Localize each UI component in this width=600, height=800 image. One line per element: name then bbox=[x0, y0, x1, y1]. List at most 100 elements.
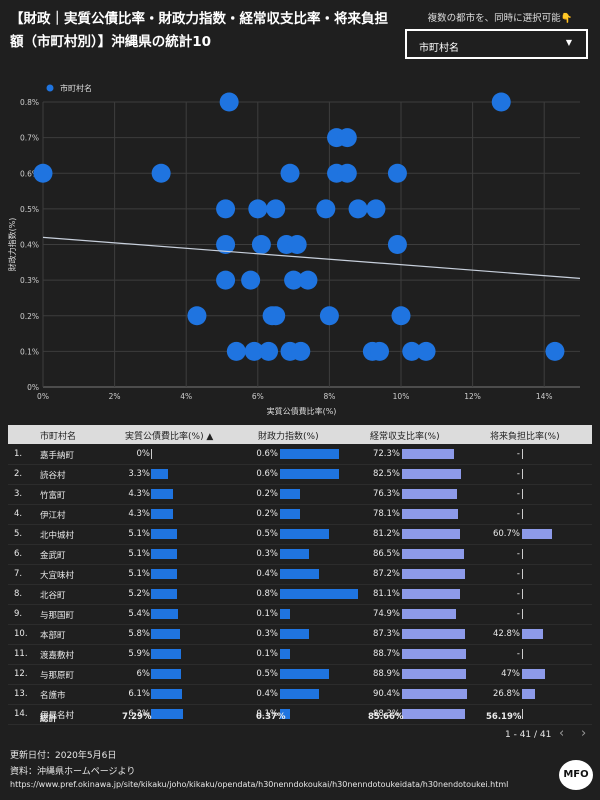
row-debt-bar bbox=[151, 529, 177, 539]
row-fut-value: - bbox=[516, 649, 520, 659]
x-axis-label: 実質公債費比率(%) bbox=[267, 406, 337, 416]
row-fin-value: 0.1% bbox=[256, 709, 278, 719]
chevron-down-icon: ▼ bbox=[565, 38, 572, 47]
table-row[interactable]: 14. 伊是名村 6.3% 0.1% 88.3% - bbox=[8, 705, 592, 725]
row-name: 嘉手納町 bbox=[40, 451, 75, 461]
totals-label: 総計 bbox=[40, 714, 58, 724]
row-ord-bar bbox=[402, 669, 466, 679]
table-row[interactable]: 13. 名護市 6.1% 0.4% 90.4% 26.8% bbox=[8, 685, 592, 705]
col-header-fin[interactable]: 財政力指数(%) bbox=[258, 432, 319, 442]
x-tick-label: 2% bbox=[109, 392, 121, 401]
scatter-point bbox=[280, 163, 300, 183]
row-fin-value: 0.6% bbox=[256, 449, 278, 459]
table-row[interactable]: 6. 金武町 5.1% 0.3% 86.5% - bbox=[8, 545, 592, 565]
row-fut-value: - bbox=[516, 709, 520, 719]
row-fin-bar bbox=[280, 589, 358, 599]
row-ord-bar bbox=[402, 489, 457, 499]
scatter-point bbox=[370, 341, 390, 361]
col-header-debt[interactable]: 実質公債費比率(%) ▲ bbox=[125, 432, 214, 442]
row-debt-value: 4.3% bbox=[128, 509, 150, 519]
table-row[interactable]: 5. 北中城村 5.1% 0.5% 81.2% 60.7% bbox=[8, 525, 592, 545]
prev-page-button[interactable]: ‹ bbox=[559, 726, 565, 741]
row-name: 与那国町 bbox=[40, 611, 75, 621]
row-name: 北谷町 bbox=[40, 591, 66, 601]
row-ord-bar bbox=[402, 469, 462, 479]
table-row[interactable]: 4. 伊江村 4.3% 0.2% 78.1% - bbox=[8, 505, 592, 525]
table-row[interactable]: 1. 嘉手納町 0% 0.6% 72.3% - bbox=[8, 445, 592, 465]
col-header-fut[interactable]: 将来負担比率(%) bbox=[490, 432, 560, 442]
row-index: 13. bbox=[14, 689, 28, 699]
row-name: 本部町 bbox=[40, 631, 66, 641]
row-fin-value: 0.4% bbox=[256, 569, 278, 579]
y-tick-label: 0% bbox=[27, 383, 39, 392]
municipality-filter-dropdown[interactable]: 市町村名 ▼ bbox=[405, 29, 588, 59]
table-row[interactable]: 3. 竹富町 4.3% 0.2% 76.3% - bbox=[8, 485, 592, 505]
row-name: 与那原町 bbox=[40, 671, 75, 681]
row-ord-value: 87.3% bbox=[372, 629, 400, 639]
row-ord-value: 88.3% bbox=[372, 709, 400, 719]
scatter-point bbox=[151, 163, 171, 183]
table-row[interactable]: 11. 渡嘉敷村 5.9% 0.1% 88.7% - bbox=[8, 645, 592, 665]
scatter-point bbox=[216, 235, 236, 254]
row-debt-value: 0% bbox=[136, 449, 151, 459]
row-debt-value: 5.1% bbox=[128, 549, 150, 559]
scatter-point bbox=[298, 270, 318, 290]
row-debt-value: 5.8% bbox=[128, 629, 150, 639]
col-header-name[interactable]: 市町村名 bbox=[40, 432, 77, 442]
table-row[interactable]: 2. 読谷村 3.3% 0.6% 82.5% - bbox=[8, 465, 592, 485]
scatter-point bbox=[387, 235, 407, 254]
row-debt-value: 5.4% bbox=[128, 609, 150, 619]
source-url-link[interactable]: https://www.pref.okinawa.jp/site/kikaku/… bbox=[10, 780, 509, 789]
row-fut-bar bbox=[522, 489, 523, 499]
next-page-button[interactable]: › bbox=[581, 726, 587, 741]
row-fut-value: - bbox=[516, 549, 520, 559]
updated-date: 更新日付：2020年5月6日 bbox=[10, 751, 117, 761]
row-debt-bar bbox=[151, 549, 177, 559]
y-tick-label: 0.6% bbox=[20, 169, 39, 178]
table-row[interactable]: 7. 大宜味村 5.1% 0.4% 87.2% - bbox=[8, 565, 592, 585]
table-row[interactable]: 8. 北谷町 5.2% 0.8% 81.1% - bbox=[8, 585, 592, 605]
row-debt-bar bbox=[151, 469, 168, 479]
row-debt-bar bbox=[151, 629, 181, 639]
row-index: 8. bbox=[14, 589, 23, 599]
scatter-chart-svg: 市町村名 0% 0.1% 0.2% 0.3% 0.4% 0.5% 0.6% 0.7% 0.8% 0%… bbox=[7, 83, 581, 416]
row-ord-bar bbox=[402, 629, 465, 639]
row-ord-bar bbox=[402, 509, 459, 519]
y-tick-label: 0.3% bbox=[20, 276, 39, 285]
row-index: 3. bbox=[14, 489, 23, 499]
row-fin-bar bbox=[280, 449, 339, 459]
table-row[interactable]: 9. 与那国町 5.4% 0.1% 74.9% - bbox=[8, 605, 592, 625]
row-debt-bar bbox=[151, 589, 178, 599]
row-ord-value: 88.9% bbox=[372, 669, 400, 679]
scatter-point bbox=[545, 341, 565, 361]
table-row[interactable]: 12. 与那原町 6% 0.5% 88.9% 47% bbox=[8, 665, 592, 685]
row-ord-value: 81.2% bbox=[372, 529, 400, 539]
table-row[interactable]: 10. 本部町 5.8% 0.3% 87.3% 42.8% bbox=[8, 625, 592, 645]
row-fut-value: - bbox=[516, 489, 520, 499]
filter-label: 市町村名 bbox=[419, 43, 459, 54]
row-index: 6. bbox=[14, 549, 23, 559]
row-fut-bar bbox=[522, 449, 523, 459]
row-fin-value: 0.4% bbox=[256, 689, 278, 699]
col-header-ord[interactable]: 経常収支比率(%) bbox=[370, 432, 440, 442]
scatter-point bbox=[241, 270, 261, 290]
row-debt-value: 5.9% bbox=[128, 649, 150, 659]
scatter-point bbox=[316, 199, 336, 219]
scatter-point bbox=[402, 341, 422, 361]
row-debt-value: 5.1% bbox=[128, 529, 150, 539]
data-table: 1. 嘉手納町 0% 0.6% 72.3% - 2. 読谷村 3.3% 0.6% 82.5% - 3. 竹… bbox=[8, 445, 592, 725]
row-fin-bar bbox=[280, 649, 290, 659]
y-axis-label: 財政力指数(%) bbox=[7, 218, 17, 272]
mfo-logo: MFO bbox=[559, 760, 593, 790]
row-fin-bar bbox=[280, 629, 310, 639]
row-fin-bar bbox=[280, 689, 319, 699]
row-index: 12. bbox=[14, 669, 28, 679]
table-totals-row: 総計 7.29% 0.37% 85.66% 56.19% bbox=[8, 712, 592, 728]
scatter-point bbox=[251, 235, 271, 254]
row-fut-bar bbox=[522, 589, 523, 599]
y-tick-label: 0.5% bbox=[20, 205, 39, 214]
scatter-point bbox=[391, 306, 411, 326]
row-debt-bar bbox=[151, 689, 182, 699]
row-index: 5. bbox=[14, 529, 23, 539]
row-debt-value: 6% bbox=[136, 669, 151, 679]
